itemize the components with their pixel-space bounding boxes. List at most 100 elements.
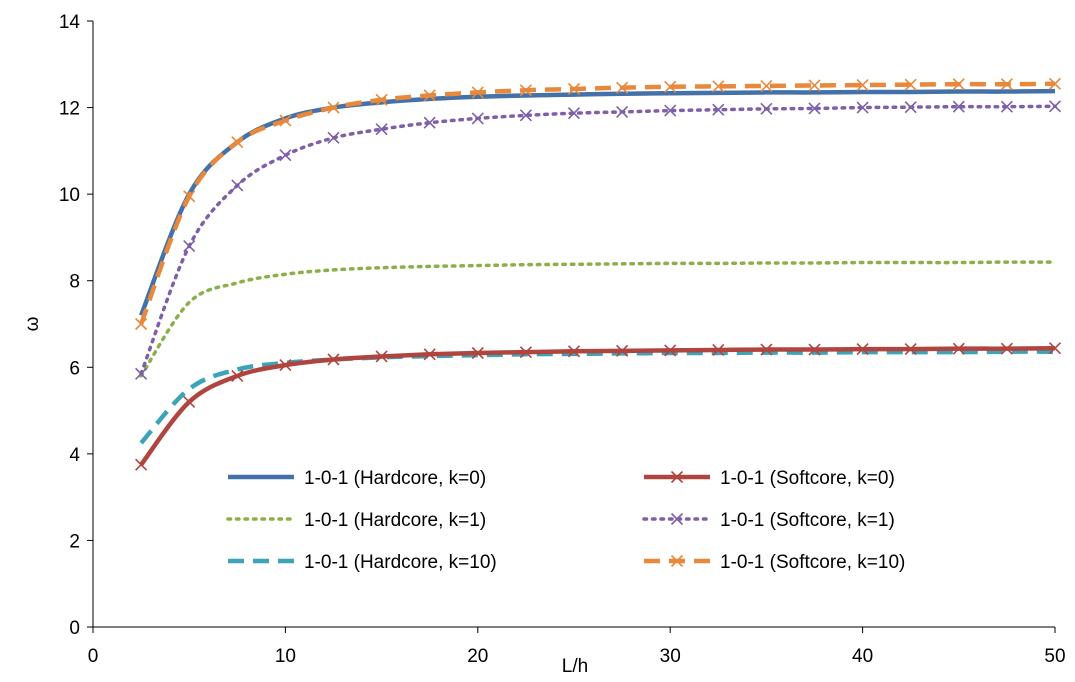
data-point-marker	[760, 343, 773, 356]
series-line	[139, 260, 1057, 378]
data-point-marker	[616, 105, 629, 118]
x-tick-label: 20	[467, 646, 488, 667]
data-point-marker	[423, 116, 436, 129]
data-point-marker	[952, 100, 965, 113]
legend-marker	[670, 554, 684, 568]
legend-item: 1-0-1 (Softcore, k=10)	[644, 552, 905, 573]
legend-item: 1-0-1 (Hardcore, k=1)	[226, 510, 486, 531]
y-tick-label: 6	[69, 358, 80, 379]
x-tick-label: 40	[852, 646, 873, 667]
data-point-marker	[567, 82, 581, 96]
data-point-marker	[760, 79, 773, 92]
data-point-marker	[856, 101, 869, 114]
data-point-marker	[423, 348, 436, 361]
data-point-marker	[471, 86, 484, 99]
series-line	[138, 81, 1056, 325]
x-tick-label: 0	[88, 646, 99, 667]
data-point-marker	[135, 367, 148, 380]
y-tick-label: 2	[69, 531, 80, 552]
legend-label: 1-0-1 (Softcore, k=10)	[720, 552, 905, 573]
legend-label: 1-0-1 (Softcore, k=0)	[720, 468, 895, 489]
data-point-marker	[519, 84, 532, 97]
data-point-marker	[952, 342, 965, 355]
data-point-marker	[664, 104, 677, 117]
data-point-marker	[183, 395, 196, 408]
data-point-marker	[183, 190, 196, 203]
legend: 1-0-1 (Hardcore, k=0) 1-0-1 (Hardcore, k=…	[226, 468, 905, 573]
series-2	[139, 260, 1057, 378]
data-point-marker	[616, 81, 629, 94]
data-point-marker	[1000, 100, 1013, 113]
y-tick-label: 12	[59, 99, 80, 120]
series-5	[135, 100, 1062, 380]
data-point-marker	[231, 179, 244, 192]
data-point-marker	[712, 80, 725, 93]
data-point-marker	[519, 109, 532, 122]
axes	[92, 21, 1055, 628]
series-4	[135, 342, 1062, 471]
x-tick-label: 50	[1044, 646, 1065, 667]
data-point-marker	[904, 343, 917, 356]
legend-label: 1-0-1 (Hardcore, k=10)	[304, 552, 497, 573]
data-point-marker	[375, 123, 388, 136]
data-point-marker	[327, 353, 340, 366]
data-point-marker	[135, 317, 148, 331]
ticks: 0 2 4 6 8 10 12 14 0 10 20 30 40 50	[59, 12, 1066, 667]
data-point-marker	[664, 80, 677, 93]
series-line	[139, 349, 1056, 445]
data-point-marker	[808, 343, 821, 356]
data-point-marker	[1048, 77, 1062, 90]
y-tick-label: 10	[59, 185, 80, 206]
y-tick-label: 0	[69, 618, 80, 639]
data-point-marker	[952, 78, 965, 91]
legend-marker	[670, 470, 684, 484]
data-point-marker	[1048, 100, 1062, 113]
legend-item: 1-0-1 (Hardcore, k=0)	[228, 468, 486, 489]
data-point-marker	[423, 89, 436, 102]
series-line	[139, 345, 1056, 467]
x-tick-label: 10	[275, 646, 296, 667]
data-point-marker	[856, 343, 869, 356]
x-axis-title: L/h	[562, 656, 588, 677]
data-point-marker	[135, 458, 148, 471]
x-tick-label: 30	[660, 646, 681, 667]
legend-item: 1-0-1 (Softcore, k=0)	[644, 468, 895, 489]
data-point-marker	[279, 149, 292, 162]
data-point-marker	[904, 78, 917, 91]
legend-item: 1-0-1 (Hardcore, k=10)	[228, 552, 497, 573]
data-point-marker	[904, 101, 917, 114]
series-3	[139, 349, 1056, 445]
data-point-marker	[279, 359, 292, 372]
data-point-marker	[231, 369, 244, 383]
data-point-marker	[279, 114, 292, 127]
data-point-marker	[183, 240, 196, 253]
y-tick-label: 14	[59, 12, 81, 33]
y-axis-title: ω	[22, 316, 43, 331]
data-point-marker	[567, 345, 581, 358]
data-point-marker	[471, 112, 484, 125]
data-point-marker	[519, 346, 532, 359]
data-point-marker	[231, 136, 244, 149]
data-point-marker	[375, 350, 388, 363]
series-6	[135, 77, 1062, 331]
legend-label: 1-0-1 (Softcore, k=1)	[720, 510, 895, 531]
data-point-marker	[327, 131, 340, 144]
data-point-marker	[1000, 78, 1013, 91]
y-tick-label: 4	[69, 445, 80, 466]
data-point-marker	[1048, 342, 1062, 355]
data-point-marker	[712, 343, 725, 357]
legend-label: 1-0-1 (Hardcore, k=1)	[304, 510, 486, 531]
data-point-marker	[567, 107, 581, 120]
legend-item: 1-0-1 (Softcore, k=1)	[642, 510, 895, 531]
data-point-marker	[808, 102, 821, 115]
y-tick-label: 8	[69, 272, 80, 293]
data-point-marker	[760, 102, 773, 115]
data-point-marker	[664, 344, 677, 357]
data-point-marker	[616, 344, 629, 357]
data-point-marker	[327, 101, 340, 114]
data-point-marker	[375, 93, 388, 106]
data-point-marker	[856, 78, 869, 92]
legend-marker	[670, 512, 684, 526]
data-point-marker	[712, 103, 725, 116]
